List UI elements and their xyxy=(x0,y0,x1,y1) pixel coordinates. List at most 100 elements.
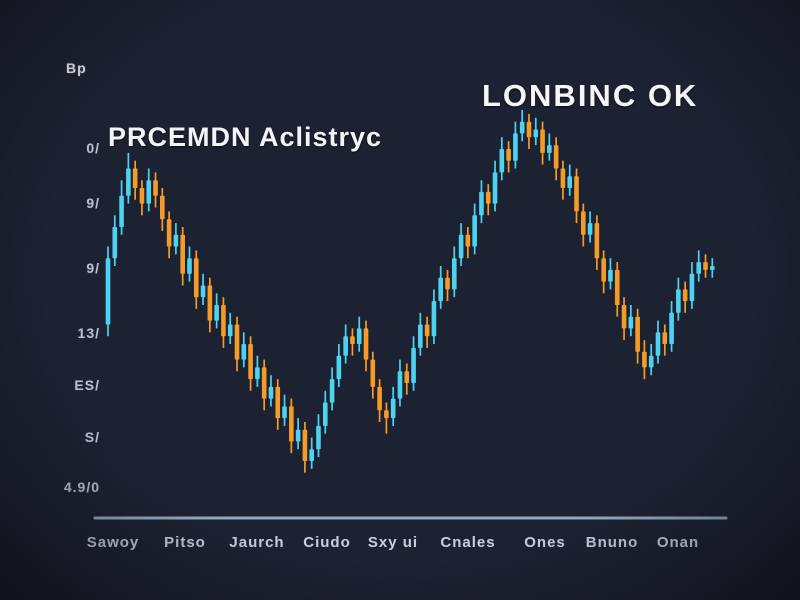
candle xyxy=(119,180,124,235)
candle-body xyxy=(234,324,240,360)
candle xyxy=(207,277,213,333)
candle-body xyxy=(282,406,287,419)
candle xyxy=(519,110,525,142)
candle-body xyxy=(309,449,314,461)
candle-body xyxy=(560,168,566,188)
x-axis-label: Ciudo xyxy=(303,534,351,551)
candle-body xyxy=(642,351,647,368)
x-axis-label: Bnuno xyxy=(585,534,639,551)
candle xyxy=(241,332,247,368)
candle xyxy=(397,359,403,407)
candle xyxy=(411,336,416,391)
candle xyxy=(608,258,613,290)
candle xyxy=(492,160,498,212)
y-axis-label: 0/ xyxy=(86,140,100,156)
candle-body xyxy=(621,305,627,329)
candle-body xyxy=(295,429,301,442)
candle-body xyxy=(153,180,158,196)
candle xyxy=(160,188,165,231)
candle xyxy=(526,113,532,149)
candle xyxy=(594,215,600,270)
candle-body xyxy=(424,324,430,337)
candle xyxy=(438,266,444,309)
candle-body xyxy=(166,219,172,247)
chart-annotation: LONBINC OK xyxy=(482,78,699,113)
candle-body xyxy=(214,305,219,321)
candle-body xyxy=(275,386,281,419)
candle-body xyxy=(567,176,573,188)
x-axis-label: Sawoy xyxy=(86,534,140,551)
candle-body xyxy=(343,336,348,356)
candle xyxy=(302,422,308,473)
candle xyxy=(553,137,559,181)
candle-body xyxy=(160,195,165,220)
candle xyxy=(682,281,688,313)
candle xyxy=(451,246,457,298)
candle xyxy=(180,227,185,286)
y-axis-label: 9/ xyxy=(86,195,100,211)
candle-body xyxy=(465,234,471,247)
candle-body xyxy=(316,425,321,450)
y-axis-label: S/ xyxy=(84,429,100,445)
candle-body xyxy=(377,386,382,411)
corner-mark: Bp xyxy=(66,60,87,76)
candle xyxy=(587,211,593,243)
y-axis-label: ES/ xyxy=(74,377,100,393)
candle-body xyxy=(126,168,131,196)
candle-body xyxy=(404,371,410,383)
candle-body xyxy=(336,355,342,380)
candle xyxy=(336,344,342,387)
candle xyxy=(377,379,382,422)
candle-body xyxy=(200,285,206,298)
candle xyxy=(112,215,118,266)
candle-body xyxy=(682,289,688,302)
candle-body xyxy=(628,316,634,329)
candle-body xyxy=(289,406,294,442)
candle xyxy=(153,172,158,208)
candle-wick xyxy=(385,402,388,434)
candle xyxy=(696,250,702,282)
candle xyxy=(581,203,586,247)
candle xyxy=(105,246,111,337)
candle xyxy=(506,141,511,173)
candle xyxy=(560,160,566,200)
candle xyxy=(234,316,240,372)
candle xyxy=(662,324,668,356)
candle xyxy=(642,340,647,380)
candle-body xyxy=(669,312,674,344)
candle xyxy=(424,316,430,348)
candle-body xyxy=(363,328,369,360)
candle xyxy=(193,250,199,309)
candle-body xyxy=(533,129,539,138)
chart-title: PRCEMDN Aclistryc xyxy=(108,122,383,152)
candle xyxy=(390,386,396,426)
x-axis-label: Ones xyxy=(524,534,566,551)
candle xyxy=(132,160,138,200)
candle-body xyxy=(329,379,335,403)
candle-body xyxy=(173,234,179,247)
candle-body xyxy=(322,402,328,426)
candle-body xyxy=(635,316,640,352)
candle-body xyxy=(139,188,145,204)
candle xyxy=(676,277,681,321)
candle-body xyxy=(676,289,681,313)
candle xyxy=(295,418,301,450)
candle xyxy=(370,351,376,399)
candle-body xyxy=(499,149,505,173)
candle xyxy=(200,273,206,305)
candle-body xyxy=(105,258,111,325)
candle-body xyxy=(132,168,138,188)
candle-body xyxy=(268,386,274,399)
candle-body xyxy=(513,133,518,161)
candle-body xyxy=(594,223,600,259)
candle xyxy=(173,223,179,255)
candle xyxy=(227,312,233,344)
candle-body xyxy=(180,234,185,274)
candle-body xyxy=(119,195,124,227)
candle-body xyxy=(350,336,355,344)
candle xyxy=(547,133,552,161)
candle xyxy=(574,168,579,224)
candle xyxy=(289,398,294,454)
y-axis-label: 4.9/0 xyxy=(63,479,100,495)
